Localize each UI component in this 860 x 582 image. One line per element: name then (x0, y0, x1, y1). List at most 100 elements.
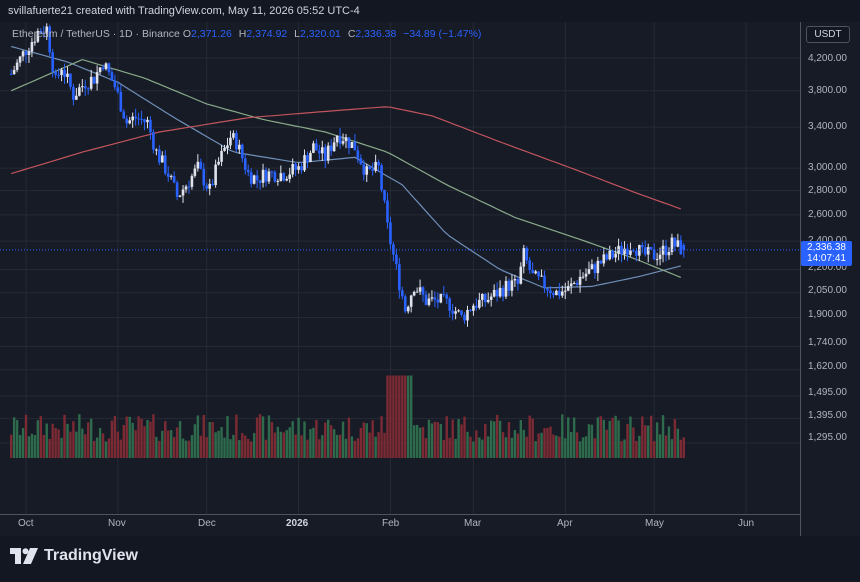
volume-bar (531, 418, 534, 458)
volume-bar (478, 437, 481, 458)
high-value: 2,374.92 (246, 28, 288, 40)
volume-bar (193, 424, 197, 458)
candle-body (475, 305, 478, 308)
volume-bar (469, 436, 472, 458)
candle-body (498, 287, 502, 297)
volume-bar (303, 421, 306, 458)
candle-body (549, 290, 552, 294)
quote-currency-button[interactable]: USDT (806, 26, 850, 43)
candle-body (403, 296, 407, 312)
volume-bar (377, 432, 380, 458)
low-value: 2,320.01 (300, 28, 341, 40)
volume-bar (244, 435, 247, 458)
candle-body (235, 133, 238, 150)
volume-bar (347, 417, 351, 458)
candle-body (335, 135, 339, 143)
volume-bar (104, 441, 108, 458)
open-value: 2,371.26 (190, 28, 232, 40)
volume-bar (18, 435, 22, 458)
volume-bar (270, 422, 274, 458)
candle-body (614, 253, 617, 258)
candle-body (78, 87, 81, 96)
close-label: C (347, 28, 356, 40)
volume-bar (510, 437, 514, 458)
candle-body (178, 195, 182, 197)
candle-body (338, 135, 342, 144)
candle-body (208, 183, 212, 189)
x-tick-label: Apr (557, 518, 573, 529)
candle-body (36, 31, 40, 42)
candle-body (418, 287, 422, 292)
candle-body (670, 237, 674, 253)
candle-body (223, 148, 226, 151)
volume-bar (442, 439, 445, 458)
candle-body (587, 269, 591, 274)
candle-body (445, 294, 449, 299)
last-price-value: 2,336.38 (807, 242, 846, 253)
candle-body (442, 293, 446, 295)
volume-bar (175, 427, 179, 458)
volume-bar (525, 436, 528, 458)
candle-body (436, 299, 440, 303)
volume-bar (15, 420, 19, 458)
candle-body (21, 51, 25, 57)
candle-body (72, 86, 75, 100)
volume-bar (418, 427, 422, 458)
candle-body (664, 245, 668, 256)
volume-bar (33, 435, 37, 458)
volume-bar (641, 416, 644, 458)
candle-body (270, 171, 274, 173)
volume-bar (362, 422, 365, 458)
candle-body (116, 87, 120, 92)
candle-body (341, 141, 345, 144)
candle-body (155, 149, 158, 151)
candle-body (291, 163, 294, 175)
volume-bar (24, 414, 28, 458)
candle-body (146, 119, 149, 123)
volume-bar (439, 423, 443, 458)
volume-bar (555, 435, 558, 458)
y-tick-label: 1,740.00 (808, 337, 847, 348)
candle-body (125, 118, 129, 124)
candle-body (448, 298, 452, 311)
candle-body (540, 275, 543, 277)
volume-bar (602, 419, 605, 458)
candle-body (371, 168, 374, 171)
candle-body (380, 165, 383, 190)
candle-body (51, 52, 54, 72)
candle-body (395, 254, 398, 265)
volume-bar (389, 375, 392, 458)
volume-bar (472, 441, 475, 458)
volume-bar (146, 419, 149, 458)
price-chart[interactable] (0, 22, 860, 536)
candle-body (667, 252, 671, 256)
volume-bar (223, 437, 226, 458)
candle-body (33, 41, 37, 43)
volume-bar (119, 439, 123, 458)
tradingview-logo[interactable]: TradingView (10, 547, 138, 565)
candle-body (140, 118, 143, 120)
volume-bar (169, 430, 173, 458)
volume-bar (522, 429, 525, 458)
last-price-badge: 2,336.38 14:07:41 (801, 241, 852, 266)
volume-bar (412, 425, 416, 458)
volume-bar (564, 438, 567, 458)
candle-body (640, 245, 644, 248)
volume-bar (128, 416, 131, 458)
volume-bar (178, 421, 182, 458)
volume-bar (673, 419, 677, 458)
candle-body (27, 51, 31, 56)
volume-bar (430, 423, 434, 458)
volume-bar (288, 427, 291, 458)
candle-body (472, 305, 475, 311)
volume-bar (407, 375, 410, 458)
candle-body (643, 247, 647, 255)
volume-bar (623, 439, 626, 458)
candle-body (398, 264, 401, 291)
y-tick-label: 1,495.00 (808, 387, 847, 398)
candle-body (320, 147, 324, 154)
candle-body (220, 150, 223, 162)
volume-bar (463, 416, 466, 458)
volume-bar (567, 417, 570, 458)
volume-bar (341, 421, 345, 458)
